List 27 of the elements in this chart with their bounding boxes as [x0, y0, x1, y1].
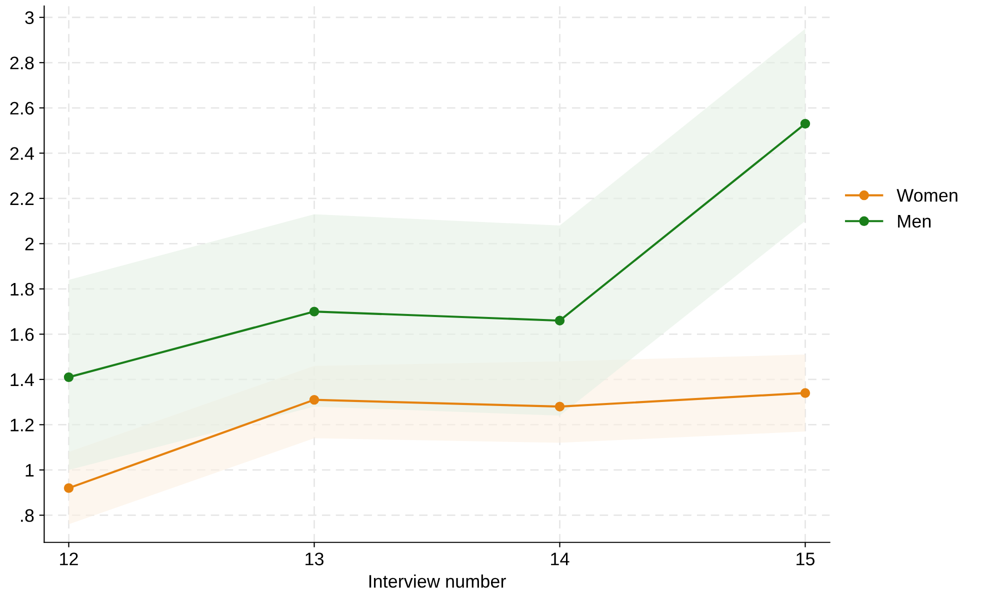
y-tick-label: 1	[26, 464, 34, 476]
y-tick-label: 3	[25, 11, 34, 24]
y-tick-label: 2.8	[10, 56, 34, 70]
y-tick-label: 2.6	[10, 102, 34, 115]
y-tick-label: 1.4	[10, 374, 34, 386]
x-tick-label: 13	[306, 552, 324, 566]
point	[554, 402, 565, 412]
point	[309, 306, 320, 316]
y-tick-label: 2.2	[10, 192, 34, 205]
y-tick-label: 1.8	[10, 282, 34, 296]
point	[800, 118, 810, 129]
point	[554, 316, 565, 326]
x-tick-label: 14	[551, 552, 570, 566]
y-tick-label: 1.6	[10, 328, 34, 341]
legend-label: Women	[896, 189, 958, 202]
point	[800, 388, 810, 398]
point	[64, 372, 74, 382]
x-tick-label: 12	[60, 552, 78, 566]
y-tick-label: 1.2	[10, 418, 34, 432]
y-tick-label: 2	[25, 238, 34, 250]
x-axis-title: Interview number	[369, 574, 506, 588]
point	[309, 394, 320, 405]
point	[64, 483, 74, 493]
x-tick-label: 15	[796, 552, 815, 566]
legend-label: Men	[898, 215, 931, 228]
y-tick-label: .8	[21, 509, 34, 522]
y-tick-label: 2.4	[10, 147, 34, 160]
